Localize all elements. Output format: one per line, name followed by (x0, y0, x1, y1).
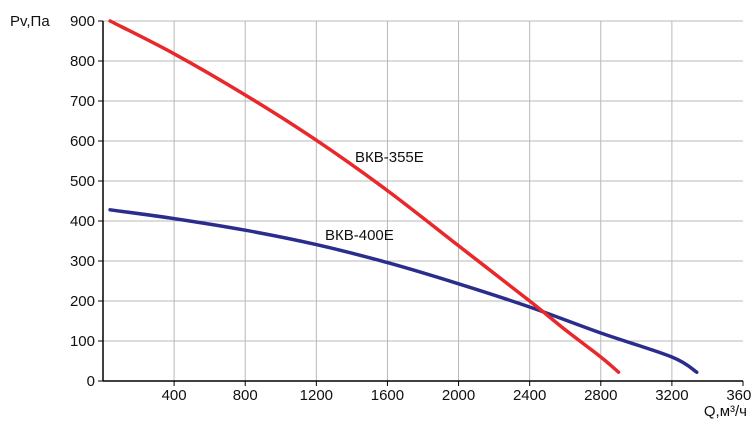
x-tick-label: 1600 (371, 387, 404, 404)
series-line-вкв-400е (108, 208, 699, 374)
y-tick-label: 0 (87, 373, 95, 390)
x-tick-label: 1200 (300, 387, 333, 404)
y-tick-label: 300 (70, 253, 95, 270)
x-tick-label: 2400 (513, 387, 546, 404)
y-tick-label: 500 (70, 173, 95, 190)
axes (102, 21, 743, 382)
y-tick-label: 700 (70, 93, 95, 110)
x-tick-label: 800 (233, 387, 258, 404)
y-tick-label: 900 (70, 13, 95, 30)
y-tick-label: 800 (70, 53, 95, 70)
series-label-vkv-355e: ВКВ-355Е (355, 149, 424, 166)
y-axis-title: Pv,Па (10, 13, 50, 30)
x-tick-label: 2000 (442, 387, 475, 404)
plot-lines (108, 19, 699, 374)
x-tick-label: 400 (162, 387, 187, 404)
x-tick-label: 2800 (584, 387, 617, 404)
x-tick-label: 3200 (655, 387, 688, 404)
y-tick-label: 100 (70, 333, 95, 350)
y-tick-label: 200 (70, 293, 95, 310)
series-label-vkv-400e: ВКВ-400Е (325, 227, 394, 244)
series-line-вкв-355е (108, 19, 621, 374)
y-tick-label: 400 (70, 213, 95, 230)
y-tick-label: 600 (70, 133, 95, 150)
x-axis-title: Q,м³/ч (704, 403, 747, 420)
grid (103, 20, 743, 381)
